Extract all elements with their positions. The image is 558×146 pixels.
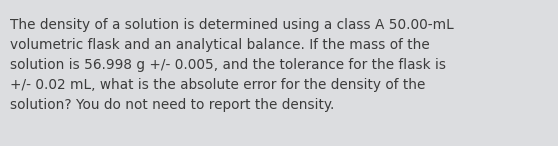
Text: The density of a solution is determined using a class A 50.00-mL
volumetric flas: The density of a solution is determined … — [10, 18, 454, 112]
